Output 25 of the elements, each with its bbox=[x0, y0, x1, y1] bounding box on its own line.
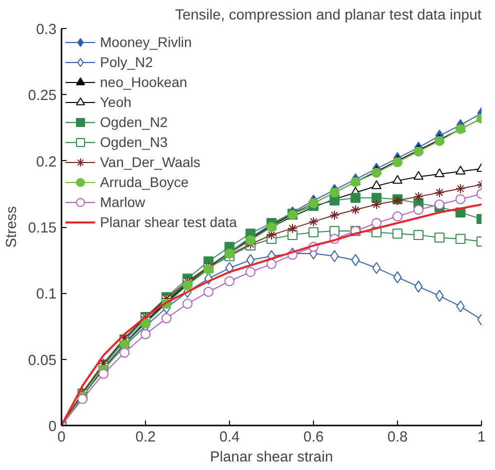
x-tick-label: 0.2 bbox=[135, 430, 156, 446]
x-tick-label: 0.4 bbox=[219, 430, 240, 446]
x-tick-label: 1 bbox=[477, 430, 486, 446]
y-tick-label: 0.3 bbox=[36, 22, 56, 38]
legend-label: Yeoh bbox=[100, 94, 132, 110]
legend-label: Arruda_Boyce bbox=[100, 174, 189, 190]
legend-label: Planar shear test data bbox=[100, 214, 237, 230]
x-tick-label: 0.6 bbox=[303, 430, 324, 446]
y-tick-label: 0.1 bbox=[36, 286, 56, 303]
chart-title: Tensile, compression and planar test data input bbox=[175, 8, 482, 24]
legend-label: Marlow bbox=[100, 194, 146, 210]
y-tick-label: 0.2 bbox=[36, 154, 56, 170]
x-tick-label: 0.8 bbox=[387, 430, 408, 446]
legend-label: Mooney_Rivlin bbox=[100, 34, 192, 50]
legend-label: Ogden_N2 bbox=[100, 114, 168, 130]
y-tick-label: 0 bbox=[48, 419, 57, 435]
y-tick-label: 0.15 bbox=[28, 220, 57, 236]
x-axis-title: Planar shear strain bbox=[210, 450, 334, 466]
legend-label: Van_Der_Waals bbox=[100, 154, 200, 170]
y-tick-label: 0.25 bbox=[28, 88, 57, 104]
legend-label: Ogden_N3 bbox=[100, 134, 168, 150]
legend-label: Poly_N2 bbox=[100, 54, 153, 70]
y-tick-label: 0.05 bbox=[28, 352, 57, 369]
y-axis-title: Stress bbox=[4, 206, 20, 248]
legend-label: neo_Hookean bbox=[100, 74, 188, 90]
